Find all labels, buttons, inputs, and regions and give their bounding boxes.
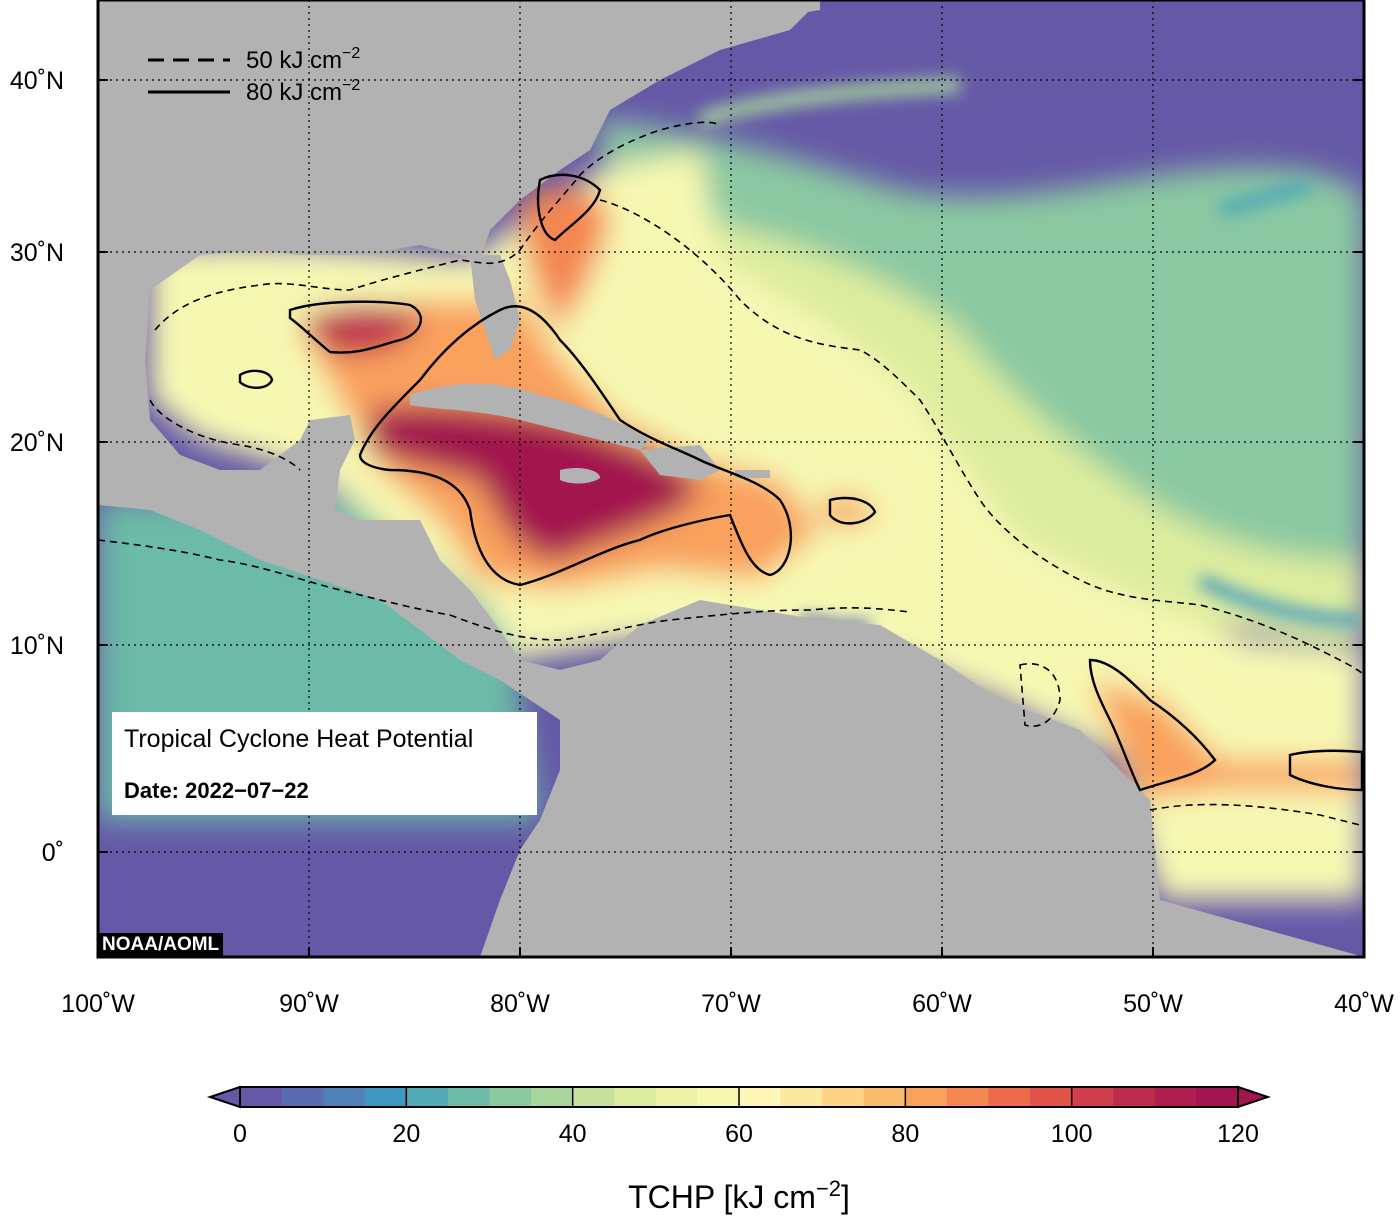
colorbar-tick-label: 60 <box>725 1120 753 1148</box>
colorbar-cell <box>1030 1087 1073 1107</box>
lon-tick-label: 100˚W <box>61 990 135 1018</box>
tick-marks <box>98 79 1364 957</box>
colorbar-cell <box>1071 1087 1114 1107</box>
colorbar-cell <box>489 1087 532 1107</box>
land-masses <box>98 0 1364 957</box>
lon-tick-label: 90˚W <box>279 990 339 1018</box>
colorbar-high-arrow <box>1237 1085 1272 1109</box>
colorbar-cell <box>946 1087 990 1107</box>
colorbar-title: TCHP [kJ cm−2] <box>628 1176 850 1215</box>
colorbar-cell <box>1113 1087 1156 1107</box>
colorbar-cell <box>739 1087 782 1107</box>
colorbar-cell <box>323 1087 366 1107</box>
colorbar-cell <box>697 1087 740 1107</box>
graticule <box>98 0 1364 957</box>
colorbar-tick-label: 120 <box>1217 1120 1259 1148</box>
lon-tick-label: 80˚W <box>490 990 550 1018</box>
info-title: Tropical Cyclone Heat Potential <box>124 725 474 753</box>
colorbar-cell <box>655 1087 699 1107</box>
colorbar-cell <box>863 1087 906 1107</box>
info-date: Date: 2022−07−22 <box>124 778 309 803</box>
colorbar-tick-label: 40 <box>559 1120 587 1148</box>
colorbar-cell <box>780 1087 823 1107</box>
colorbar-cell <box>364 1087 407 1107</box>
credit-label: NOAA/AOML <box>98 933 224 957</box>
colorbar-cell <box>988 1087 1031 1107</box>
colorbar-ticks: 0 20 40 60 80 100 120 <box>233 1087 1259 1148</box>
legend-label-80: 80 kJ cm−2 <box>246 77 360 106</box>
lat-tick-label: 30˚N <box>10 239 64 267</box>
lat-tick-label: 0˚ <box>42 839 64 867</box>
lat-tick-label: 40˚N <box>10 67 64 95</box>
colorbar-cell <box>614 1087 657 1107</box>
contour-50 <box>98 121 1364 827</box>
colorbar-cells <box>240 1087 1239 1107</box>
lon-tick-label: 70˚W <box>701 990 761 1018</box>
colorbar-cell <box>1196 1087 1239 1107</box>
colorbar-cell <box>406 1087 449 1107</box>
colorbar-cell <box>281 1087 324 1107</box>
colorbar-cell <box>240 1087 283 1107</box>
colorbar-tick-label: 80 <box>891 1120 919 1148</box>
lat-tick-label: 20˚N <box>10 429 64 457</box>
map-panel <box>98 0 1364 957</box>
contour-legend: 50 kJ cm−2 80 kJ cm−2 <box>148 45 360 106</box>
lat-tick-label: 10˚N <box>10 632 64 660</box>
colorbar-cell <box>1154 1087 1198 1107</box>
colorbar-cell <box>905 1087 948 1107</box>
colorbar-cell <box>447 1087 491 1107</box>
colorbar: 0 20 40 60 80 100 120 TCHP [kJ cm−2] <box>206 1085 1272 1215</box>
colorbar-cell <box>822 1087 865 1107</box>
colorbar-cell <box>572 1087 615 1107</box>
colorbar-tick-label: 0 <box>233 1120 247 1148</box>
info-box: Tropical Cyclone Heat Potential Date: 20… <box>112 712 537 815</box>
lon-tick-label: 50˚W <box>1123 990 1183 1018</box>
lon-tick-label: 60˚W <box>912 990 972 1018</box>
colorbar-tick-label: 100 <box>1051 1120 1093 1148</box>
lon-tick-label: 40˚W <box>1334 990 1394 1018</box>
colorbar-cell <box>531 1087 574 1107</box>
contour-80 <box>238 173 1364 792</box>
legend-label-50: 50 kJ cm−2 <box>246 45 360 74</box>
colorbar-tick-label: 20 <box>392 1120 420 1148</box>
colorbar-low-arrow <box>206 1085 241 1109</box>
